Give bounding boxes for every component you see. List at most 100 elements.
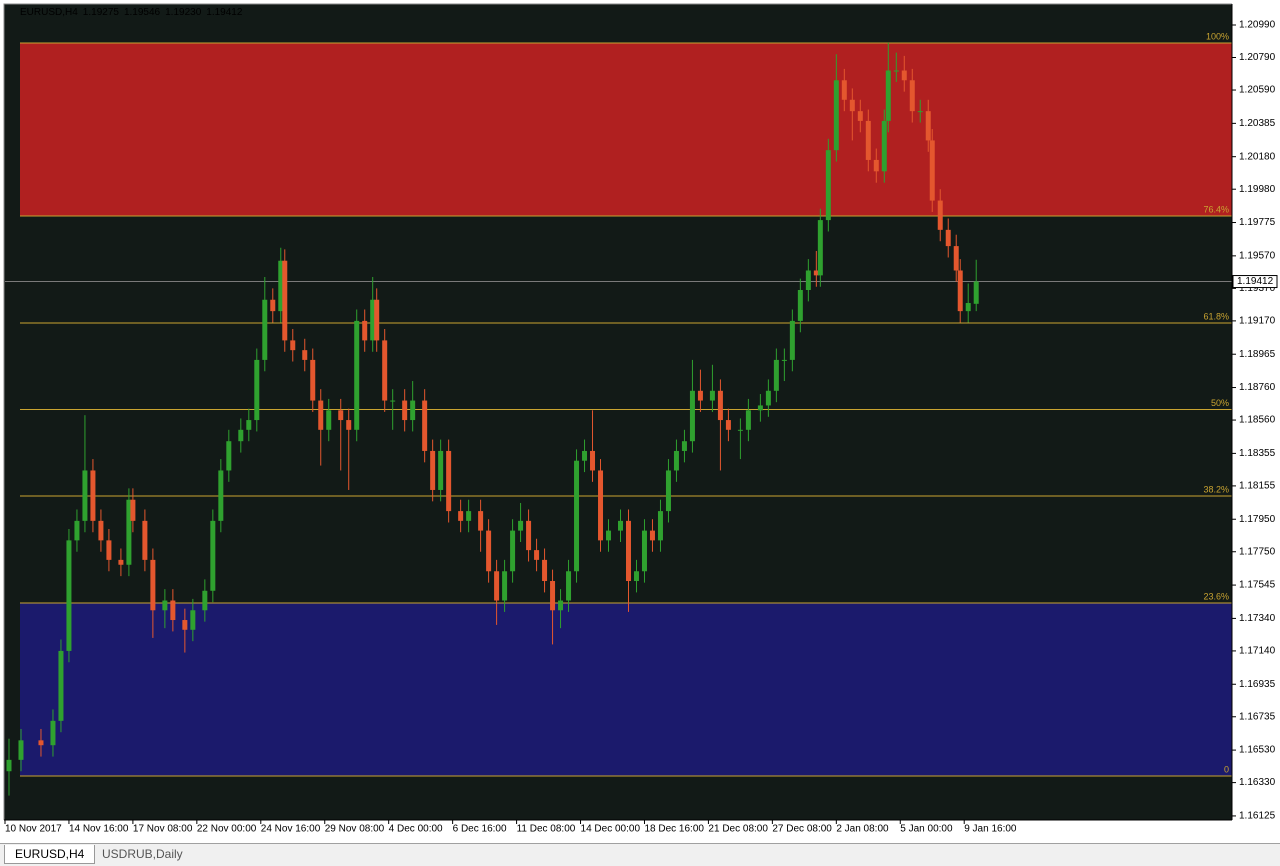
x-tick-label: 18 Dec 16:00 [644,824,704,835]
candle-body [825,150,831,221]
candle-body [38,740,44,746]
candle-body [582,450,588,461]
candle-body [238,429,244,442]
tab-bar: EURUSD,H4 USDRUB,Daily [0,843,1280,866]
candle-body [757,405,763,411]
candle-body [849,99,855,112]
x-tick-label: 22 Nov 00:00 [197,824,257,835]
fib-zone [20,602,1232,776]
y-tick-label: 1.16125 [1239,811,1276,822]
candle-body [717,390,723,421]
fib-label: 61.8% [1203,311,1229,321]
fib-label: 0 [1224,764,1229,774]
fib-label: 23.6% [1203,591,1229,601]
candle-body [745,410,751,430]
candle-body [617,520,623,531]
time-axis [0,820,1232,843]
candle-body [98,520,104,541]
candle-body [665,470,671,512]
candle-body [673,450,679,471]
candle-body [66,540,72,651]
candle-body [633,571,639,582]
candle-body [893,70,899,72]
candle-body [901,70,907,81]
candle-body [142,520,148,560]
candle-body [162,600,168,611]
candle-body [74,520,80,541]
fib-label: 50% [1211,398,1229,408]
quote: 1.19412 [206,7,243,18]
quote: 1.19275 [83,7,120,18]
candle-body [290,340,296,351]
candle-body [254,359,260,421]
y-tick-label: 1.17545 [1239,580,1276,591]
candle-body [881,120,887,172]
y-tick-label: 1.19570 [1239,250,1276,261]
y-tick-label: 1.18355 [1239,448,1276,459]
candle-body [362,320,368,341]
candle-body [346,420,352,430]
candle-body [797,289,803,321]
candle-body [182,620,188,630]
fib-label: 38.2% [1203,484,1229,494]
candle-body [218,470,224,521]
x-tick-label: 4 Dec 00:00 [389,824,443,835]
y-tick-label: 1.20180 [1239,151,1276,162]
candle-body [430,450,436,490]
candle-body [58,650,64,721]
candle-body [478,511,484,531]
y-tick-label: 1.19370 [1239,283,1276,294]
candle-body [390,400,396,402]
y-tick-label: 1.18155 [1239,481,1276,492]
candle-body [697,390,703,401]
candle-body [354,320,360,430]
candle-body [402,400,408,421]
candle-body [130,499,136,521]
candle-body [737,429,743,431]
candle-body [270,299,276,312]
x-tick-label: 14 Dec 00:00 [581,824,641,835]
last-price-label: 1.19412 [1237,276,1274,287]
tab[interactable]: EURUSD,H4 [4,845,96,864]
y-tick-label: 1.18760 [1239,382,1276,393]
candle-body [190,610,196,630]
candle-body [885,70,891,121]
candle-body [310,359,316,401]
candle-body [82,470,88,521]
candle-body [945,229,951,247]
candle-body [458,511,464,521]
chart-header: EURUSD,H4 1.19275 1.19546 1.19230 1.19412 [20,7,243,18]
candle-body [841,80,847,100]
quote: 1.19230 [165,7,202,18]
symbol: EURUSD,H4 [20,7,78,18]
y-tick-label: 1.20790 [1239,52,1276,63]
candle-body [805,270,811,290]
x-tick-label: 10 Nov 2017 [5,824,62,835]
tab[interactable]: USDRUB,Daily [102,847,183,861]
candle-body [550,581,556,611]
candle-body [542,559,548,582]
candle-body [518,520,524,531]
candle-body [486,530,492,572]
candle-body [302,350,308,360]
x-tick-label: 5 Jan 00:00 [900,824,953,835]
fib-label: 76.4% [1203,204,1229,214]
candle-body [494,571,500,601]
candle-body [370,299,376,341]
candle-body [106,540,112,560]
candle-body [526,520,532,551]
candle-body [558,600,564,611]
x-tick-label: 2 Jan 08:00 [836,824,889,835]
candle-body [338,410,344,421]
candle-body [6,759,12,772]
x-tick-label: 17 Nov 08:00 [133,824,193,835]
candle-body [382,340,388,401]
y-tick-label: 1.17340 [1239,613,1276,624]
candle-body [170,600,176,621]
x-tick-label: 27 Dec 08:00 [772,824,832,835]
candle-body [118,559,124,565]
x-tick-label: 11 Dec 08:00 [517,824,576,835]
y-tick-label: 1.19170 [1239,316,1276,327]
candle-body [929,140,935,201]
